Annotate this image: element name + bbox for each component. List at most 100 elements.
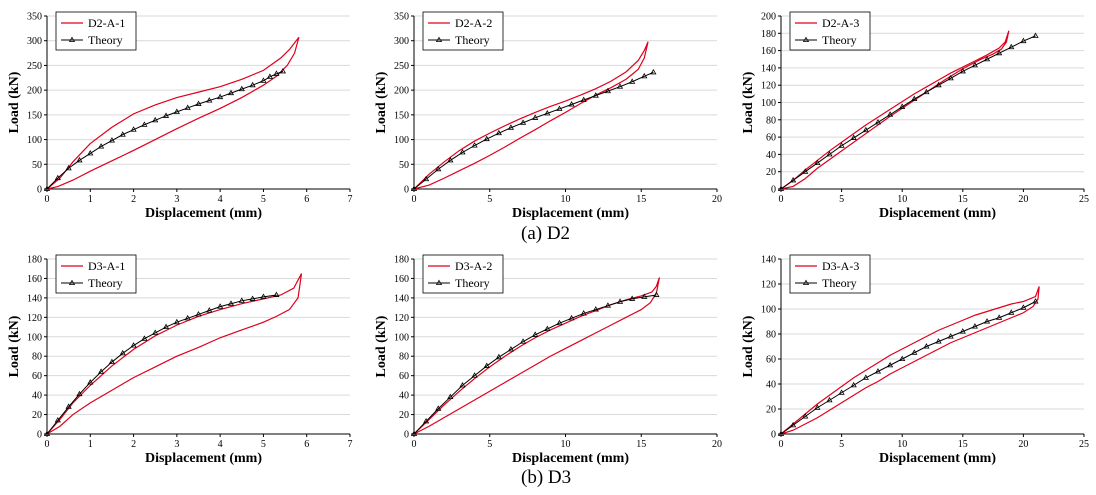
theory-point: [238, 85, 245, 92]
theory-point: [471, 142, 478, 148]
theory-point: [249, 81, 256, 88]
theory-point: [130, 126, 137, 132]
theory-point: [850, 134, 857, 140]
theory-point: [447, 156, 454, 163]
theory-point: [923, 88, 930, 95]
x-tick-label: 4: [218, 194, 223, 205]
theory-point: [217, 303, 224, 309]
y-tick-label: 0: [37, 185, 42, 196]
x-tick-label: 20: [712, 439, 722, 450]
theory-point: [580, 310, 587, 316]
chart-D2-A-1: 0 1 2 3 4 5 6 7 0 50 100 150 200 250 300 350 Displacemen…: [7, 12, 353, 222]
theory-point: [76, 390, 83, 397]
x-tick-label: 1: [88, 194, 93, 205]
series-theory-line: [46, 70, 284, 190]
theory-point: [273, 70, 280, 76]
x-tick-label: 15: [636, 194, 646, 205]
theory-point: [471, 372, 478, 378]
y-tick-label: 140: [27, 293, 42, 304]
theory-point: [923, 343, 930, 349]
theory-point: [983, 318, 991, 324]
legend-box: [55, 254, 137, 294]
theory-point: [996, 49, 1003, 56]
legend-label: Theory: [455, 276, 490, 290]
theory-point: [629, 78, 636, 84]
theory-point: [802, 168, 809, 174]
theory-point: [568, 314, 575, 321]
series-experiment-D3-A-3: [780, 286, 1040, 435]
y-tick-label: 0: [404, 430, 409, 441]
x-tick-label: 0: [45, 194, 50, 205]
legend-label: D2-A-2: [455, 16, 492, 30]
y-tick-label: 350: [394, 12, 409, 23]
theory-point: [76, 156, 83, 163]
theory-point: [266, 73, 274, 79]
y-tick-label: 100: [394, 135, 409, 146]
theory-point: [1008, 309, 1015, 315]
legend: D2-A-1 Theory: [55, 11, 137, 51]
y-tick-label: 40: [766, 380, 776, 391]
legend-marker-triangle: [435, 279, 443, 285]
y-tick-label: 100: [27, 135, 42, 146]
y-tick-label: 140: [394, 293, 409, 304]
theory-point: [532, 114, 539, 120]
y-tick-label: 120: [394, 313, 409, 324]
y-axis-title: Load (kN): [374, 315, 389, 377]
theory-point: [238, 297, 245, 303]
y-tick-label: 80: [399, 352, 409, 363]
theory-point: [410, 430, 418, 436]
theory-point: [996, 314, 1003, 320]
x-tick-label: 2: [131, 194, 136, 205]
x-tick-label: 15: [958, 439, 968, 450]
y-tick-label: 60: [32, 371, 42, 382]
x-tick-label: 4: [218, 439, 223, 450]
theory-point: [886, 111, 894, 117]
y-tick-label: 60: [399, 371, 409, 382]
y-axis-title: Load (kN): [741, 71, 756, 133]
x-tick-label: 25: [1079, 194, 1089, 205]
theory-point: [1008, 43, 1015, 50]
theory-point: [616, 298, 624, 304]
x-tick-label: 20: [712, 194, 722, 205]
x-tick-label: 1: [88, 439, 93, 450]
x-axis-title: Displacement (mm): [879, 206, 996, 221]
x-tick-label: 25: [1079, 439, 1089, 450]
y-tick-label: 40: [766, 150, 776, 161]
y-tick-label: 180: [394, 255, 409, 266]
legend-box: [422, 254, 504, 294]
theory-point: [279, 67, 286, 74]
theory-point: [802, 413, 809, 419]
legend-label: Theory: [88, 33, 123, 47]
y-tick-label: 200: [761, 12, 776, 23]
y-tick-label: 20: [32, 410, 42, 421]
theory-point: [556, 319, 563, 326]
theory-point: [495, 353, 502, 360]
chart-D2-A-2: 0 5 10 15 20050100150200250300350Displacemen…: [374, 12, 722, 222]
theory-point: [947, 74, 954, 81]
y-axis-title: Load (kN): [7, 315, 22, 377]
theory-point: [227, 89, 235, 96]
theory-point: [173, 318, 180, 325]
series-experiment-D3-A-1: [46, 273, 303, 435]
chart-D2-A-3: 0 5 10 15 20 25 0 20 40 60 80 100 120 140 160 180 200 Dis…: [741, 12, 1089, 222]
theory-point: [592, 306, 599, 312]
theory-point: [850, 381, 857, 388]
legend: D2-A-3 Theory: [789, 11, 871, 51]
x-tick-label: 0: [45, 439, 50, 450]
theory-point: [592, 92, 599, 98]
y-tick-label: 0: [37, 430, 42, 441]
y-tick-label: 160: [761, 46, 776, 57]
x-tick-label: 5: [487, 194, 492, 205]
theory-point: [423, 175, 430, 182]
theory-point: [435, 405, 442, 411]
y-tick-label: 140: [761, 63, 776, 74]
legend-marker-triangle: [68, 279, 76, 285]
x-axis-title: Displacement (mm): [145, 451, 262, 466]
x-tick-label: 5: [261, 439, 266, 450]
x-tick-label: 10: [897, 439, 907, 450]
theory-point: [130, 342, 137, 348]
theory-point: [206, 307, 213, 313]
theory-point: [983, 55, 991, 62]
chart-D3-A-2: 0 5 10 15 20 0 20 40 60 80 100 120 140 160 180 Displace…: [374, 255, 722, 467]
theory-point: [899, 355, 906, 361]
